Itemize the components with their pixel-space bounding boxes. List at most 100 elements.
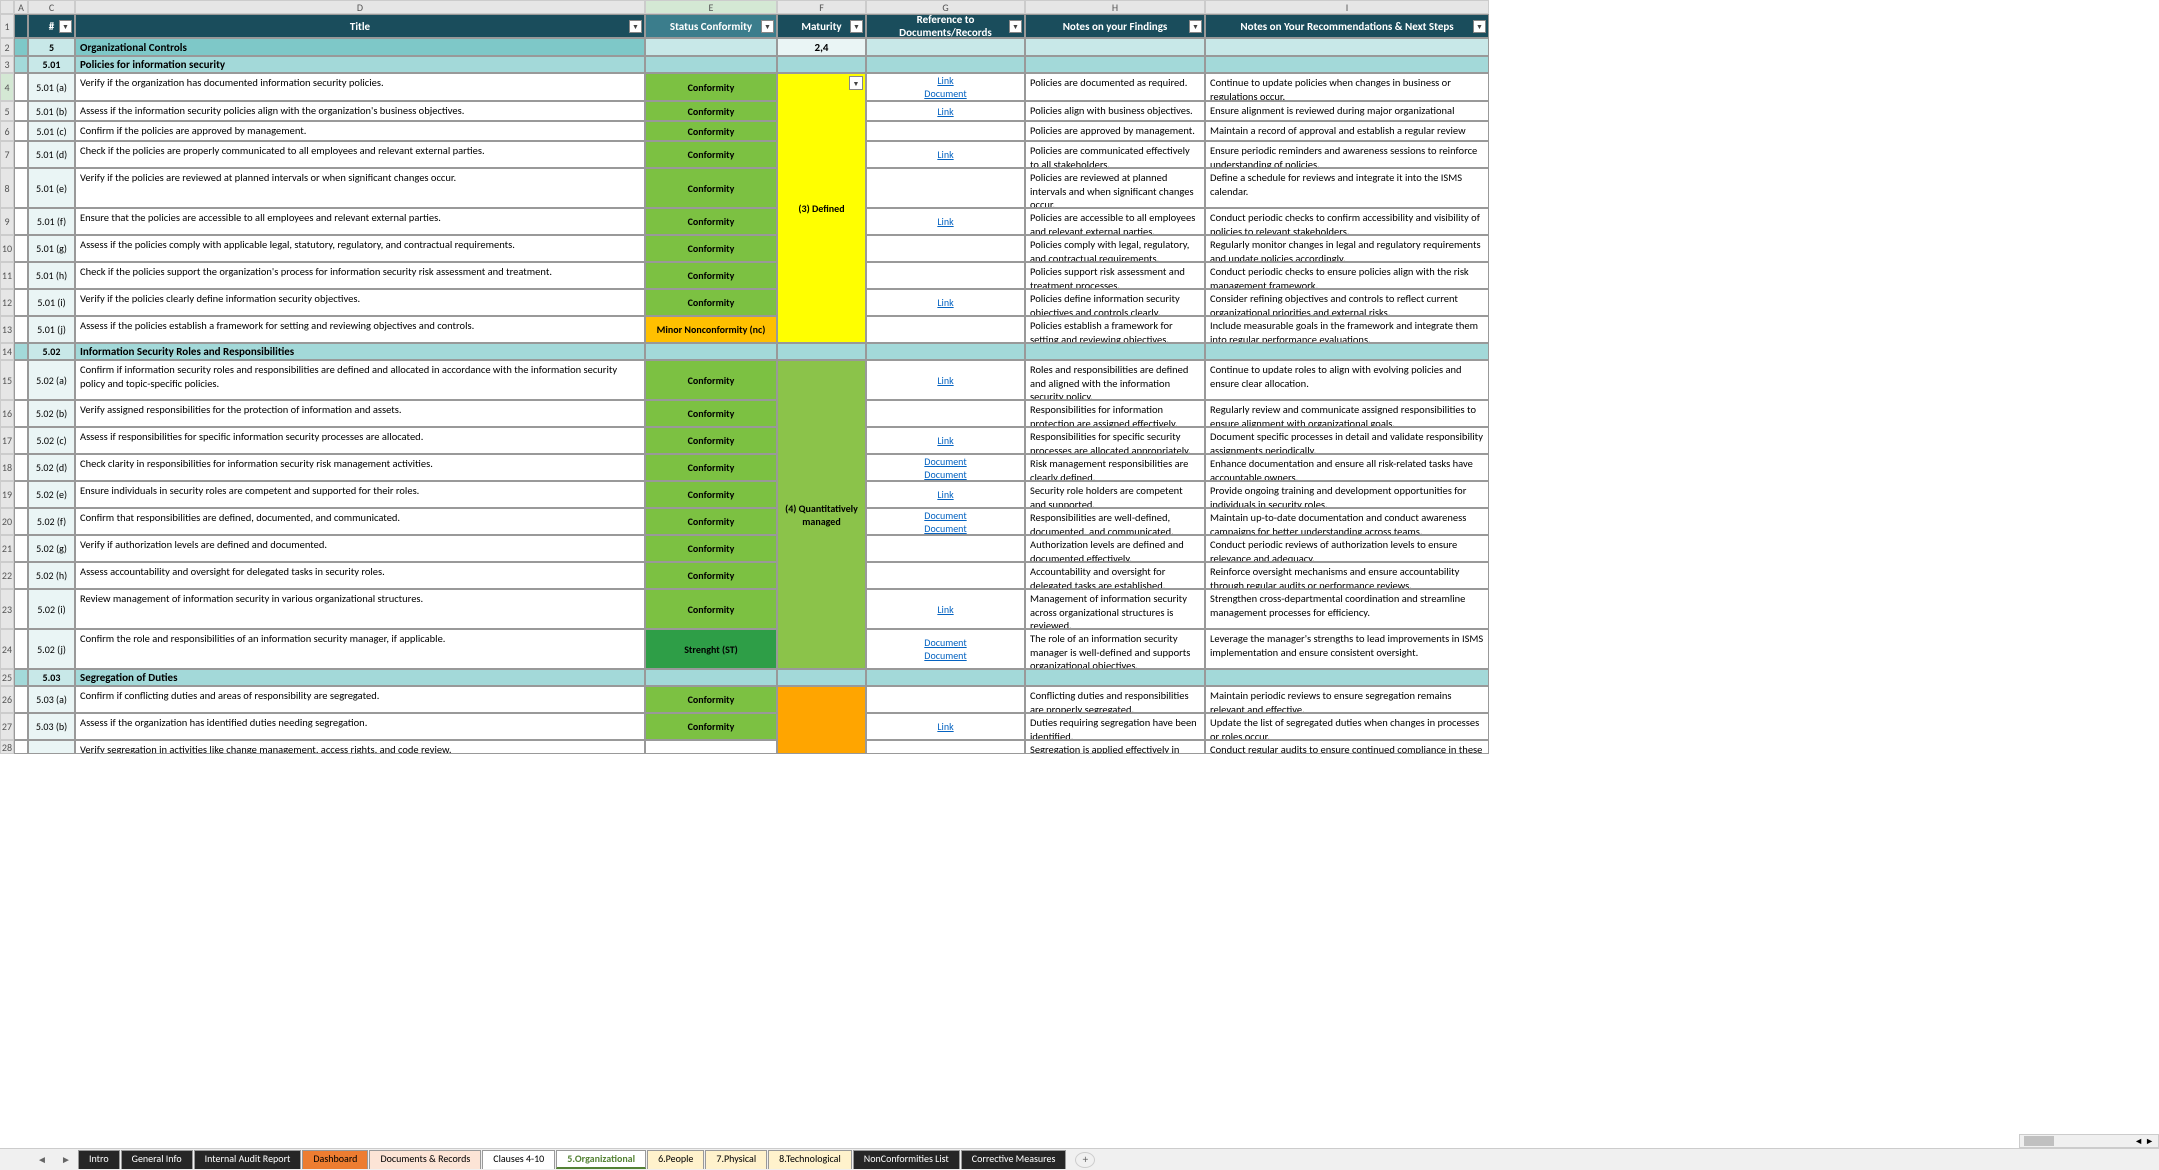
row-header-22[interactable]: 22 [0, 562, 14, 589]
status-cell[interactable]: Conformity [645, 481, 777, 508]
row-header-26[interactable]: 26 [0, 686, 14, 713]
sheet-tab-6-people[interactable]: 6.People [647, 1150, 704, 1169]
reference-link[interactable]: Link [937, 374, 953, 387]
tab-nav-prev[interactable]: ◄ [30, 1153, 54, 1166]
status-cell[interactable]: Conformity [645, 141, 777, 168]
status-cell[interactable]: Conformity [645, 360, 777, 400]
sheet-tab-intro[interactable]: Intro [78, 1150, 120, 1169]
reference-link[interactable]: Document [924, 522, 966, 535]
row-header-28[interactable]: 28 [0, 740, 14, 754]
row-header-14[interactable]: 14 [0, 343, 14, 360]
status-cell[interactable]: Conformity [645, 427, 777, 454]
row-header-18[interactable]: 18 [0, 454, 14, 481]
status-cell[interactable]: Conformity [645, 535, 777, 562]
col-header-A[interactable]: A [14, 0, 28, 14]
reference-link[interactable]: Document [924, 468, 966, 481]
reference-link[interactable]: Link [937, 215, 953, 228]
reference-link[interactable]: Document [924, 87, 966, 100]
status-cell[interactable]: Minor Nonconformity (nc) [645, 316, 777, 343]
col-header-H[interactable]: H [1025, 0, 1205, 14]
sheet-tab-dashboard[interactable]: Dashboard [302, 1150, 368, 1169]
reference-link[interactable]: Link [937, 74, 953, 87]
reference-link[interactable]: Link [937, 105, 953, 118]
row-header-1[interactable]: 1 [0, 14, 14, 38]
hdr-reference[interactable]: Reference to Documents/Records [866, 14, 1025, 38]
row-header-4[interactable]: 4 [0, 73, 14, 101]
status-cell[interactable]: Conformity [645, 562, 777, 589]
filter-findings[interactable] [1189, 20, 1202, 33]
status-cell[interactable]: Conformity [645, 121, 777, 141]
horizontal-scrollbar[interactable]: ◄ ► [2019, 1134, 2159, 1148]
row-header-6[interactable]: 6 [0, 121, 14, 141]
row-header-20[interactable]: 20 [0, 508, 14, 535]
row-header-8[interactable]: 8 [0, 168, 14, 208]
row-header-25[interactable]: 25 [0, 669, 14, 686]
tab-nav-next[interactable]: ► [54, 1153, 78, 1166]
reference-link[interactable]: Link [937, 720, 953, 733]
sheet-tab-internal-audit-report[interactable]: Internal Audit Report [194, 1150, 302, 1169]
reference-link[interactable]: Link [937, 296, 953, 309]
row-header-21[interactable]: 21 [0, 535, 14, 562]
maturity-cell[interactable]: (3) Defined [777, 73, 866, 343]
row-header-10[interactable]: 10 [0, 235, 14, 262]
row-header-24[interactable]: 24 [0, 629, 14, 669]
col-header-corner[interactable] [0, 0, 14, 14]
sheet-tab-clauses-4-10[interactable]: Clauses 4-10 [482, 1150, 555, 1169]
sheet-tab-nonconformities-list[interactable]: NonConformities List [853, 1150, 960, 1169]
col-header-D[interactable]: D [75, 0, 645, 14]
hdr-status[interactable]: Status Conformity [645, 14, 777, 38]
status-cell[interactable]: Conformity [645, 713, 777, 740]
row-header-7[interactable]: 7 [0, 141, 14, 168]
hdr-maturity[interactable]: Maturity [777, 14, 866, 38]
row-header-19[interactable]: 19 [0, 481, 14, 508]
status-cell[interactable]: Conformity [645, 686, 777, 713]
reference-link[interactable]: Document [924, 455, 966, 468]
status-cell[interactable]: Conformity [645, 208, 777, 235]
row-header-5[interactable]: 5 [0, 101, 14, 121]
status-cell[interactable]: Conformity [645, 454, 777, 481]
filter-reference[interactable] [1009, 20, 1022, 33]
col-header-G[interactable]: G [866, 0, 1025, 14]
sheet-tab-general-info[interactable]: General Info [121, 1150, 193, 1169]
filter-recommendations[interactable] [1473, 20, 1486, 33]
row-header-11[interactable]: 11 [0, 262, 14, 289]
row-header-12[interactable]: 12 [0, 289, 14, 316]
reference-link[interactable]: Link [937, 434, 953, 447]
sheet-tab-8-technological[interactable]: 8.Technological [768, 1150, 852, 1169]
reference-link[interactable]: Link [937, 148, 953, 161]
row-header-9[interactable]: 9 [0, 208, 14, 235]
row-header-23[interactable]: 23 [0, 589, 14, 629]
row-header-3[interactable]: 3 [0, 56, 14, 73]
status-cell[interactable]: Conformity [645, 168, 777, 208]
col-header-I[interactable]: I [1205, 0, 1489, 14]
col-header-F[interactable]: F [777, 0, 866, 14]
reference-link[interactable]: Link [937, 603, 953, 616]
status-cell[interactable]: Conformity [645, 235, 777, 262]
filter-title[interactable] [629, 20, 642, 33]
reference-link[interactable]: Link [937, 488, 953, 501]
maturity-cell[interactable] [777, 686, 866, 754]
reference-link[interactable]: Document [924, 649, 966, 662]
status-cell[interactable]: Conformity [645, 508, 777, 535]
hdr-num[interactable]: # [28, 14, 75, 38]
col-header-E[interactable]: E [645, 0, 777, 14]
row-header-15[interactable]: 15 [0, 360, 14, 400]
status-cell[interactable]: Conformity [645, 101, 777, 121]
row-header-2[interactable]: 2 [0, 38, 14, 56]
sheet-tab-7-physical[interactable]: 7.Physical [705, 1150, 767, 1169]
row-header-27[interactable]: 27 [0, 713, 14, 740]
status-cell[interactable]: Conformity [645, 73, 777, 101]
status-cell[interactable]: Conformity [645, 289, 777, 316]
sheet-tab-corrective-measures[interactable]: Corrective Measures [961, 1150, 1067, 1169]
hdr-findings[interactable]: Notes on your Findings [1025, 14, 1205, 38]
filter-num[interactable] [59, 20, 72, 33]
row-header-13[interactable]: 13 [0, 316, 14, 343]
filter-maturity[interactable] [850, 20, 863, 33]
status-cell[interactable]: Strenght (ST) [645, 629, 777, 669]
status-cell[interactable]: Conformity [645, 400, 777, 427]
reference-link[interactable]: Document [924, 636, 966, 649]
maturity-dropdown[interactable] [849, 76, 863, 90]
row-header-17[interactable]: 17 [0, 427, 14, 454]
add-sheet-button[interactable]: + [1075, 1152, 1095, 1168]
sheet-tab-documents---records[interactable]: Documents & Records [369, 1150, 481, 1169]
